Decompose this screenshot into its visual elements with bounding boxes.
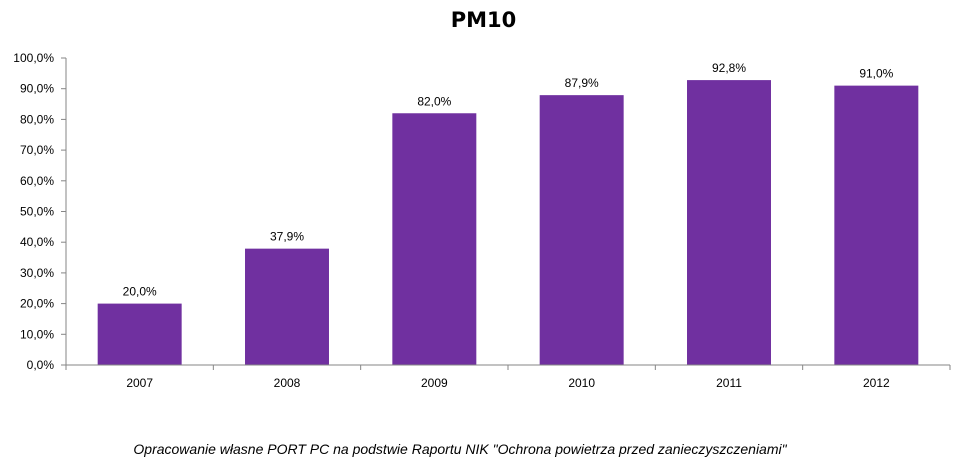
chart-title: PM10 xyxy=(450,8,517,32)
bar-2008 xyxy=(245,248,329,365)
y-tick-label: 10,0% xyxy=(20,327,54,341)
bar-2011 xyxy=(687,80,771,365)
data-label-2012: 91,0% xyxy=(859,67,893,81)
y-tick-label: 80,0% xyxy=(20,112,54,126)
y-tick-label: 70,0% xyxy=(20,143,54,157)
y-tick-label: 0,0% xyxy=(27,358,55,372)
x-tick-label-2011: 2011 xyxy=(716,376,742,390)
bar-2009 xyxy=(392,113,477,365)
data-label-2009: 82,0% xyxy=(417,94,451,108)
y-tick-label: 50,0% xyxy=(20,205,54,219)
y-tick-label: 40,0% xyxy=(20,235,54,249)
x-tick-label-2012: 2012 xyxy=(863,376,890,390)
y-tick-label: 90,0% xyxy=(20,82,54,96)
data-label-2011: 92,8% xyxy=(712,61,746,75)
source-caption: Opracowanie własne PORT PC na podstwie R… xyxy=(133,441,787,457)
data-labels: 20,0% 37,9% 82,0% 87,9% 92,8% 91,0% xyxy=(123,61,894,298)
y-tick-label: 20,0% xyxy=(20,297,54,311)
y-axis: 0,0% 10,0% 20,0% 30,0% 40,0% 50,0% 60,0% 70,0% 8… xyxy=(13,51,67,372)
y-tick-label: 30,0% xyxy=(20,266,54,280)
bars xyxy=(97,80,919,365)
bar-2012 xyxy=(834,85,919,365)
bar-2007 xyxy=(97,303,182,365)
x-axis: 2007 2008 2009 2010 2011 2012 xyxy=(65,364,951,390)
y-tick-label: 100,0% xyxy=(13,51,54,65)
x-tick-label-2009: 2009 xyxy=(421,376,448,390)
x-tick-label-2010: 2010 xyxy=(568,376,595,390)
data-label-2007: 20,0% xyxy=(123,285,157,299)
bar-2010 xyxy=(539,95,624,365)
x-tick-label-2008: 2008 xyxy=(274,376,301,390)
data-label-2008: 37,9% xyxy=(270,230,304,244)
y-tick-label: 60,0% xyxy=(20,174,54,188)
data-label-2010: 87,9% xyxy=(565,76,599,90)
x-tick-label-2007: 2007 xyxy=(126,376,153,390)
